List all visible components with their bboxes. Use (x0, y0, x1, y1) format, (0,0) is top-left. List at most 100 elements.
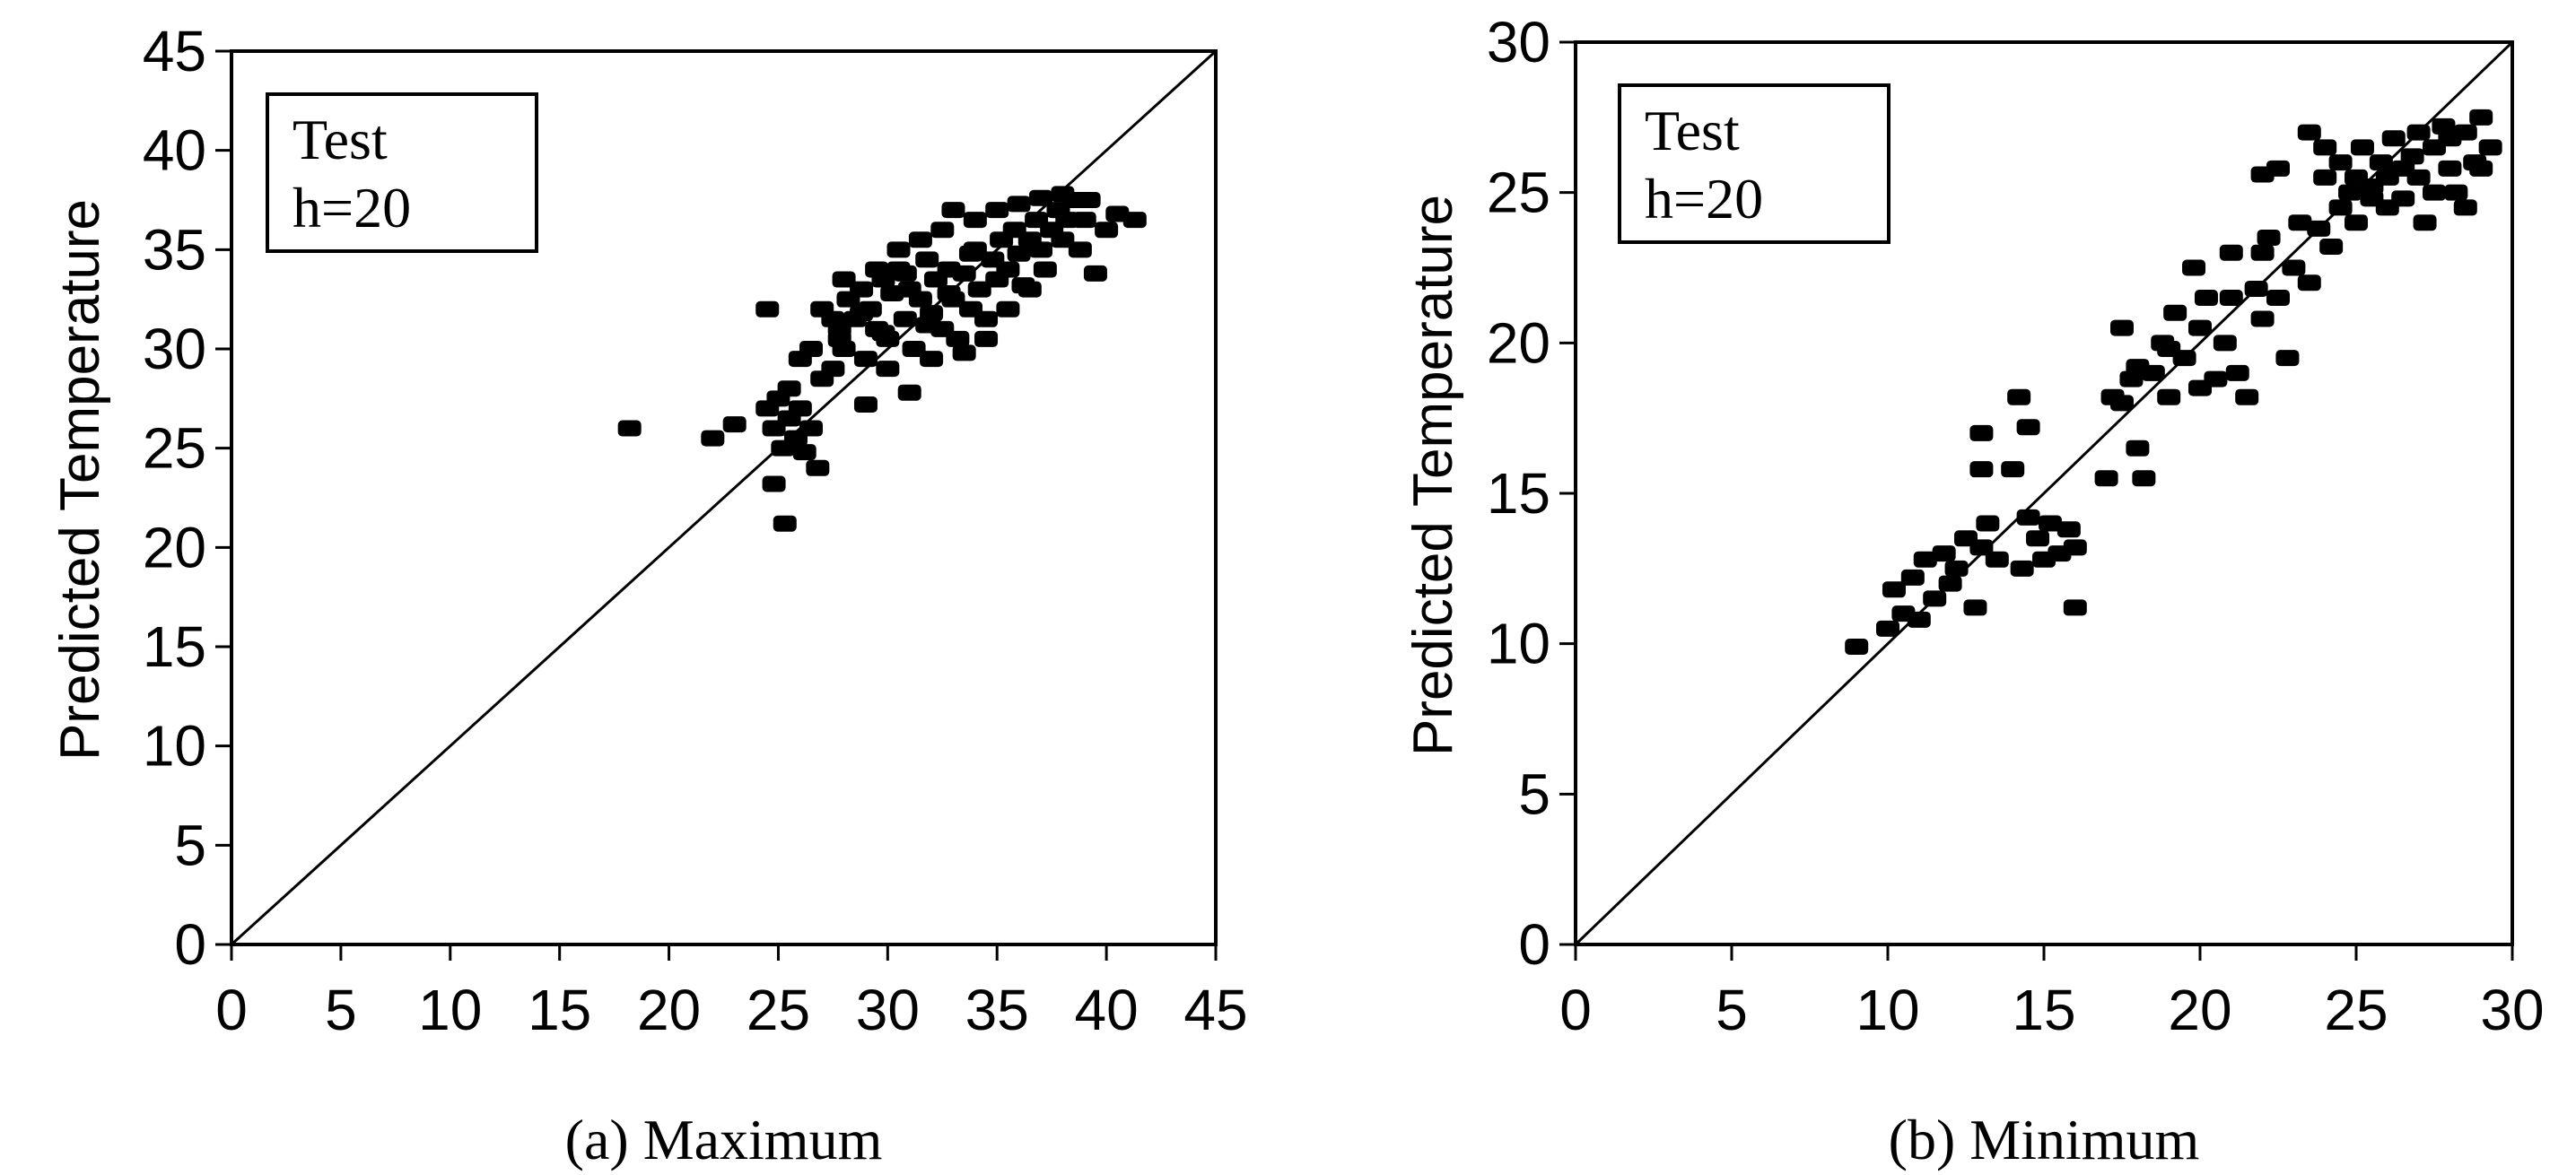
data-point (1105, 205, 1130, 222)
data-point (1985, 551, 2009, 568)
x-tick-label: 10 (1856, 978, 1919, 1042)
data-point (2010, 560, 2034, 577)
y-tick-label: 15 (143, 614, 206, 679)
data-point (2297, 124, 2321, 141)
data-point (1969, 539, 1994, 556)
data-point (996, 261, 1020, 278)
x-tick-label: 5 (325, 978, 357, 1042)
data-point (920, 351, 944, 368)
data-point (2391, 190, 2415, 207)
y-tick-label: 0 (1518, 912, 1550, 977)
data-point (963, 212, 987, 229)
data-point (2413, 214, 2437, 231)
data-point (2438, 160, 2462, 177)
data-point (2126, 440, 2150, 457)
data-point (2406, 169, 2431, 186)
data-point (2132, 470, 2156, 487)
data-point (2297, 274, 2321, 292)
data-point (755, 300, 780, 318)
data-point (1007, 245, 1031, 262)
data-point (792, 444, 816, 461)
data-point (893, 310, 917, 327)
scatter-points (617, 186, 1147, 532)
data-point (1028, 241, 1052, 258)
x-tick-label: 30 (2480, 978, 2544, 1042)
data-point (2444, 184, 2468, 201)
data-point (2016, 419, 2040, 436)
y-tick-label: 30 (1487, 10, 1550, 74)
data-point (871, 325, 895, 342)
data-point (1938, 575, 1962, 592)
data-point (701, 430, 725, 447)
data-point (2250, 310, 2275, 327)
data-point (952, 265, 976, 282)
data-point (974, 330, 999, 347)
data-point (1095, 222, 1119, 239)
data-point (2182, 259, 2206, 276)
data-point (902, 341, 926, 357)
legend-box-frame (266, 92, 538, 253)
axis-ticks: 0 5 10 15 20 25 30 0 5 10 15 20 25 30 (1487, 10, 2545, 1042)
data-point (941, 202, 965, 219)
data-point (1051, 231, 1075, 248)
y-tick-label: 20 (1487, 310, 1550, 375)
data-point (908, 291, 932, 308)
data-point (2188, 319, 2212, 336)
data-point (777, 380, 801, 397)
panel-minimum: 0 5 10 15 20 25 30 0 5 10 15 20 25 30 Test h=20 Predi… (1402, 10, 2545, 1171)
x-tick-label: 0 (1559, 978, 1592, 1042)
x-tick-label: 25 (747, 978, 810, 1042)
data-point (2094, 470, 2118, 487)
x-tick-label: 45 (1183, 978, 1247, 1042)
data-point (773, 515, 797, 532)
data-point (2453, 124, 2477, 141)
x-tick-label: 30 (856, 978, 920, 1042)
data-point (1083, 265, 1107, 282)
data-point (2345, 214, 2368, 231)
data-point (915, 251, 939, 268)
x-tick-label: 0 (215, 978, 248, 1042)
data-point (2157, 388, 2181, 405)
data-point (958, 245, 982, 262)
y-tick-label: 10 (1487, 612, 1550, 676)
x-tick-label: 20 (637, 978, 701, 1042)
data-point (1072, 212, 1096, 229)
data-point (952, 344, 976, 361)
data-point (2423, 184, 2446, 201)
data-point (2213, 335, 2237, 352)
data-point (2126, 359, 2150, 376)
legend-box-line-1: Test (293, 108, 388, 171)
data-point (2026, 530, 2050, 547)
data-point (2001, 461, 2025, 478)
data-point (2056, 521, 2081, 538)
data-point (1969, 461, 1994, 478)
x-tick-label: 10 (418, 978, 482, 1042)
data-point (1963, 599, 1987, 616)
data-point (806, 459, 830, 476)
data-point (2266, 160, 2290, 177)
data-point (2063, 539, 2087, 556)
x-tick-label: 35 (965, 978, 1029, 1042)
y-tick-label: 25 (143, 416, 206, 481)
panel-caption: (b) Minimum (1889, 1108, 2200, 1171)
data-point (821, 361, 845, 378)
data-point (850, 305, 874, 322)
x-tick-label: 40 (1075, 978, 1139, 1042)
data-point (1068, 241, 1092, 258)
data-point (2016, 509, 2040, 526)
data-point (2225, 364, 2249, 381)
y-tick-label: 20 (143, 515, 206, 579)
data-point (617, 420, 642, 437)
data-point (2313, 169, 2337, 186)
data-point (2400, 148, 2424, 165)
scatter-points (1845, 109, 2502, 656)
x-tick-label: 25 (2324, 978, 2388, 1042)
plot-area-frame (230, 49, 1218, 946)
data-point (915, 317, 939, 334)
data-point (2266, 290, 2290, 307)
data-point (2235, 388, 2259, 405)
data-point (2110, 319, 2134, 336)
data-point (2038, 515, 2062, 532)
data-point (2257, 229, 2281, 246)
